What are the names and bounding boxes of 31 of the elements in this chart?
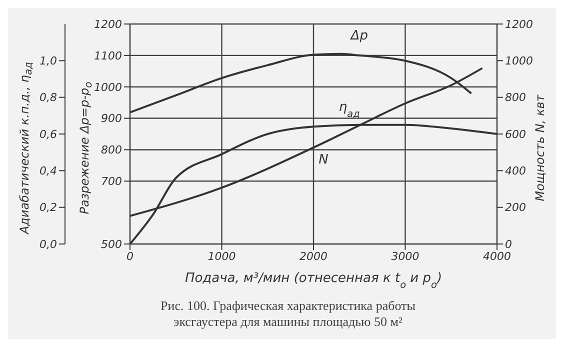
y-tick-label: 900 [101, 112, 122, 126]
y3-tick-label: 1,0 [40, 54, 57, 68]
y-tick-label: 800 [101, 144, 122, 157]
y3-tick-label: 0,0 [40, 238, 57, 251]
x-tick-label: 2000 [300, 250, 328, 263]
y3-tick-label: 0,2 [40, 201, 57, 214]
y-tick-label: 500 [101, 238, 122, 251]
y3-tick-label: 0,6 [40, 128, 57, 141]
y3-tick-label: 0,8 [40, 91, 57, 104]
y-tick-label: 1200 [94, 18, 122, 31]
y2-tick-label: 0 [505, 238, 512, 251]
text: Рис. 100. Графическая характеристика работы эксгаустера для машины площадью 50 м² [160, 298, 416, 330]
x-axis-title: Подача, м³/мин (отнесенная к t$_{o}$ и p$_{o}$) [184, 271, 442, 290]
y-tick-label: 1100 [94, 49, 122, 62]
y2-tick-label: 1000 [505, 54, 533, 68]
x-tick-label: 1000 [208, 250, 236, 263]
y3-tick-label: 0,4 [40, 164, 57, 178]
y-tick-label: 700 [101, 175, 122, 188]
x-tick-label: 4000 [483, 250, 511, 263]
series-label: η$_{ад}$ [338, 100, 360, 120]
y-tick-label: 1000 [94, 80, 122, 94]
series-label: N [318, 152, 329, 168]
x-tick-label: 3000 [391, 250, 420, 263]
y2-tick-label: 800 [505, 91, 526, 104]
y2-axis-title: Мощность N, квт [533, 94, 547, 202]
y2-tick-label: 1200 [505, 18, 533, 31]
y2-tick-label: 400 [505, 164, 526, 178]
series-label: Δp [350, 28, 368, 44]
x-tick-label: 0 [126, 250, 134, 263]
y2-tick-label: 200 [505, 201, 526, 214]
y2-tick-label: 600 [505, 128, 526, 141]
